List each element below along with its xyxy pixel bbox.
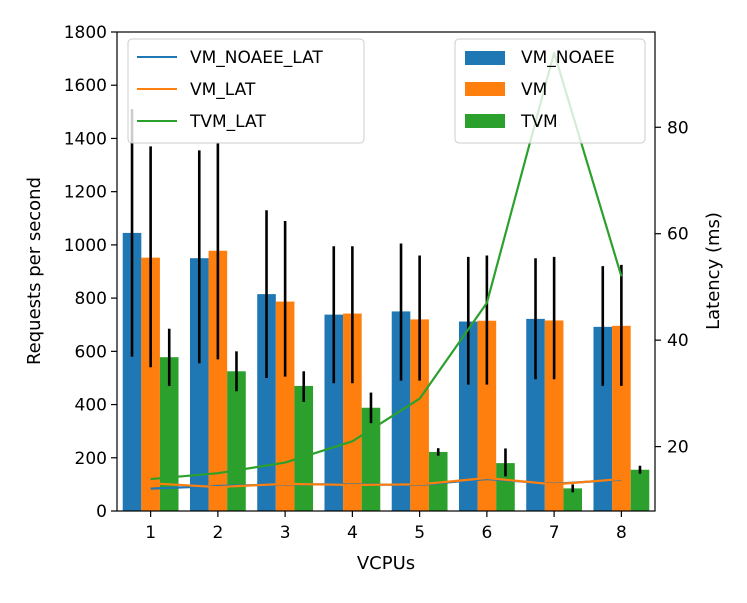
bar-vm-noaee-vcpu-6 <box>458 321 478 511</box>
x-tick-label-3: 3 <box>280 523 291 543</box>
x-axis-label: VCPUs <box>357 553 415 574</box>
legend-bar-vm-noaee-swatch <box>465 51 505 65</box>
legend-bar-vm-swatch <box>465 82 505 96</box>
x-tick-label-5: 5 <box>414 523 425 543</box>
error-bar-layer <box>130 109 642 493</box>
y2-tick-label-40: 40 <box>667 331 689 351</box>
y2-tick-label-80: 80 <box>667 118 689 138</box>
bar-vm-vcpu-1 <box>141 257 160 511</box>
legend-bars: VM_NOAEE VM TVM <box>454 38 646 144</box>
bar-vm-vcpu-6 <box>477 320 497 511</box>
legend-lines-frame <box>127 38 365 144</box>
bar-vm-vcpu-5 <box>410 319 429 511</box>
y-tick-label-200: 200 <box>75 449 107 469</box>
legend-line-vm-noaee-lat-label: VM_NOAEE_LAT <box>190 48 323 68</box>
y-tick-label-1400: 1400 <box>64 129 107 149</box>
bar-tvm-vcpu-2 <box>227 371 246 511</box>
bar-vm-noaee-vcpu-4 <box>324 314 344 511</box>
bar-vm-noaee-vcpu-1 <box>122 232 142 512</box>
y-axis-label: Requests per second <box>24 177 45 365</box>
y2-tick-label-20: 20 <box>667 438 689 458</box>
plot-frame <box>116 31 656 512</box>
line-vm-lat <box>150 476 622 489</box>
bar-vm-vcpu-8 <box>612 325 631 511</box>
x-tick-label-7: 7 <box>549 523 560 543</box>
x-axis-ticks: 1 2 3 4 5 6 7 8 <box>145 511 627 543</box>
bar-tvm-vcpu-3 <box>294 385 314 511</box>
bar-tvm-vcpu-1 <box>159 357 179 511</box>
bar-tvm-vcpu-4 <box>361 407 381 511</box>
y2-axis-label: Latency (ms) <box>703 212 724 330</box>
x-tick-label-8: 8 <box>616 523 627 543</box>
bar-vm-vcpu-7 <box>544 320 564 511</box>
legend-bar-vm-label: VM <box>521 80 547 100</box>
legend-bar-tvm-swatch <box>465 114 505 128</box>
legend-line-vm-lat-label: VM_LAT <box>190 80 256 100</box>
legend-line-tvm-lat-label: TVM_LAT <box>189 112 266 132</box>
bar-vm-noaee-vcpu-3 <box>257 294 276 511</box>
x-tick-label-2: 2 <box>212 523 223 543</box>
y-tick-label-600: 600 <box>75 342 107 362</box>
bar-layer <box>122 232 650 512</box>
y-tick-label-1600: 1600 <box>64 76 107 96</box>
y-tick-label-1200: 1200 <box>64 183 107 203</box>
y-tick-label-400: 400 <box>75 396 107 416</box>
y2-axis-ticks: 20 40 60 80 <box>655 118 689 458</box>
y2-tick-label-60: 60 <box>667 225 689 245</box>
bar-vm-noaee-vcpu-2 <box>189 258 209 511</box>
bar-vm-vcpu-3 <box>275 301 295 511</box>
bar-tvm-vcpu-6 <box>496 463 515 511</box>
bar-vm-noaee-vcpu-7 <box>526 318 545 511</box>
y-tick-label-1800: 1800 <box>64 23 107 43</box>
x-tick-label-4: 4 <box>347 523 358 543</box>
y-tick-label-800: 800 <box>75 289 107 309</box>
bar-tvm-vcpu-8 <box>630 469 650 511</box>
y-tick-label-0: 0 <box>96 502 107 522</box>
bar-tvm-vcpu-5 <box>428 451 448 511</box>
bar-vm-vcpu-4 <box>343 313 362 511</box>
legend-bar-vm-noaee-label: VM_NOAEE <box>521 48 615 68</box>
x-tick-label-6: 6 <box>481 523 492 543</box>
bar-vm-vcpu-2 <box>208 250 228 511</box>
legend-bar-tvm-label: TVM <box>520 112 558 132</box>
legend-lines: VM_NOAEE_LAT VM_LAT TVM_LAT <box>127 38 365 144</box>
x-tick-label-1: 1 <box>145 523 156 543</box>
bar-tvm-vcpu-7 <box>563 488 583 511</box>
y-tick-label-1000: 1000 <box>64 236 107 256</box>
y-axis-ticks: 0 200 400 600 800 1000 1200 1400 1600 1800 <box>64 23 117 522</box>
bar-vm-noaee-vcpu-8 <box>593 326 613 511</box>
